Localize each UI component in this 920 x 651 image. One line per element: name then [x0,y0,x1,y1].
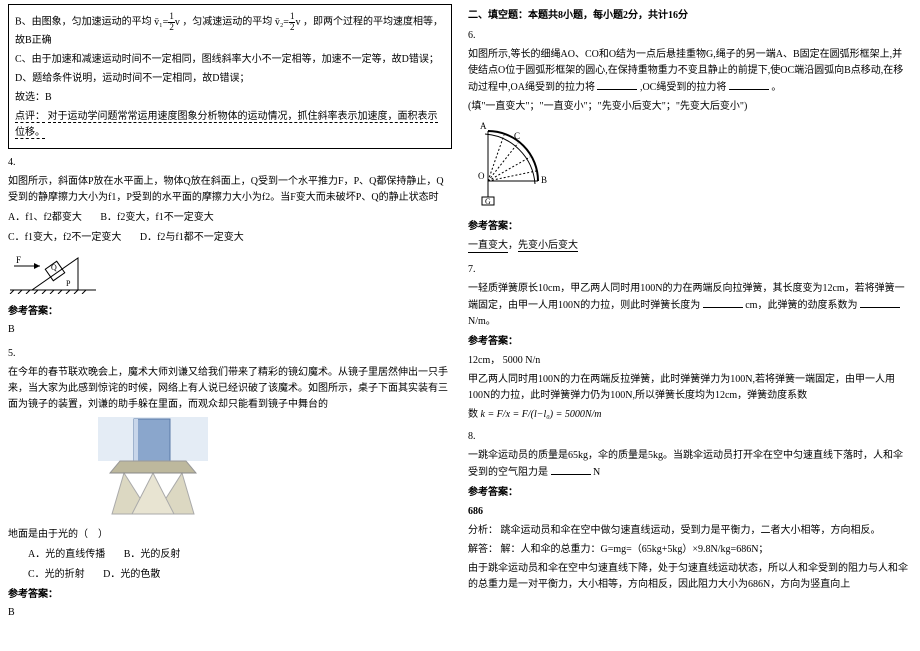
q8-exp2-text: 解：人和伞的总重力：G=mg=（65kg+5kg）×9.8N/kg=686N； [501,544,769,555]
q7-ans-label: 参考答案： [468,334,912,350]
q8-exp1: 分析： 跳伞运动员和伞在空中做匀速直线运动，受到力是平衡力，二者大小相等，方向相… [468,523,912,539]
q6-t2: ,OC绳受到的拉力将 [640,82,726,93]
q8-exp3: 由于跳伞运动员和伞在空中匀速直线下降，处于匀速直线运动状态，所以人和伞受到的阻力… [468,561,912,593]
svg-text:G: G [485,197,491,206]
q4-optC: C．f1变大，f2不一定变大 [8,230,121,246]
q7-formula: k = F/x = F/(l−l₀) = 5000N/m [481,409,602,420]
q8-exp2-label: 解答： [468,544,498,555]
q8-ans-label: 参考答案： [468,485,912,501]
q4-num: 4. [8,155,452,171]
q5-optA: A．光的直线传播 [28,547,105,563]
q8-t1: 一跳伞运动员的质量是65kg，伞的质量是5kg。当跳伞运动员打开伞在空中匀速直线… [468,450,903,478]
q5-optB: B．光的反射 [124,547,181,563]
choose-line: 故选：B [15,90,445,106]
section2-title: 二、填空题：本题共8小题，每小题2分，共计16分 [468,8,912,24]
comment-row: 点评： 对于运动学问题常常运用速度图象分析物体的运动情况，抓住斜率表示加速度，面… [15,109,445,141]
v1v: v [175,17,180,28]
q4-optA: A．f1、f2都变大 [8,210,82,226]
q5-optD: D．光的色散 [103,567,160,583]
opt-b-line: B、由图象，匀加速运动的平均 v̄₁=12v ，匀减速运动的平均 v̄₂=12v… [15,12,445,49]
q7-num: 7. [468,262,912,278]
q8-exp2: 解答： 解：人和伞的总重力：G=mg=（65kg+5kg）×9.8N/kg=68… [468,542,912,558]
b-mid: ，匀减速运动的平均 [182,17,272,28]
q7-ans: 12cm， 5000 N/n [468,353,912,369]
q7-blank1 [703,297,743,308]
q5-ans: B [8,605,452,621]
svg-text:F: F [16,255,21,265]
left-column: B、由图象，匀加速运动的平均 v̄₁=12v ，匀减速运动的平均 v̄₂=12v… [0,0,460,651]
v2eq: v̄₂= [275,17,289,28]
q8-ans: 686 [468,504,912,520]
q7-t3: N/m。 [468,316,496,327]
q8-exp1-text: 跳伞运动员和伞在空中做匀速直线运动，受到力是平衡力，二者大小相等，方向相反。 [501,525,881,536]
q8-t2: N [593,467,600,478]
q5-ans-label: 参考答案： [8,587,452,603]
q5-block: 在今年的春节联欢晚会上，魔术大师刘谦又给我们带来了精彩的镜幻魔术。从镜子里居然伸… [8,365,452,543]
svg-text:B: B [541,175,547,185]
q4-text: 如图所示，斜面体P放在水平面上，物体Q放在斜面上，Q受到一个水平推力F，P、Q都… [8,174,452,206]
q4-options-row1: A．f1、f2都变大 B．f2变大，f1不一定变大 [8,210,452,226]
q6-ans1: 一直变大 [468,240,508,253]
q6-t3: 。 [771,82,781,93]
q4-optB: B．f2变大，f1不一定变大 [100,210,213,226]
q6-ans-line: 一直变大，先变小后变大 [468,238,912,254]
q5-options-row2: C．光的折射 D．光的色散 [28,567,452,583]
q6-ans2: 先变小后变大 [518,240,578,252]
comment-text: 对于运动学问题常常运用速度图象分析物体的运动情况，抓住斜率表示加速度，面积表示位… [15,111,438,139]
formula-v1: v̄₁=12v [154,17,182,28]
opt-d-line: D、题给条件说明，运动时间不一定相同，故D错误； [15,71,445,87]
svg-text:C: C [514,131,520,141]
svg-text:P: P [66,279,71,288]
right-column: 二、填空题：本题共8小题，每小题2分，共计16分 6. 如图所示,等长的细绳AO… [460,0,920,651]
q7-t2: cm，此弹簧的劲度系数为 [745,300,857,311]
q5-optC: C．光的折射 [28,567,85,583]
v2v: v [295,17,300,28]
q8-blank [551,464,591,475]
q5-options-row1: A．光的直线传播 B．光的反射 [28,547,452,563]
svg-text:O: O [478,171,485,181]
formula-v2: v̄₂=12v [275,17,303,28]
q8-num: 8. [468,429,912,445]
q8-exp1-label: 分析： [468,525,498,536]
q7-blank2 [860,297,900,308]
q6-sep: ， [508,240,518,251]
opt-c-line: C、由于加速和减速运动时间不一定相同，图线斜率大小不一定相等，加速不一定等，故D… [15,52,445,68]
q4-options-row2: C．f1变大，f2不一定变大 D．f2与f1都不一定变大 [8,230,452,246]
q6-ans-label: 参考答案： [468,219,912,235]
q6-blank1 [597,79,637,90]
q4-ans-label: 参考答案： [8,304,452,320]
explanation-box: B、由图象，匀加速运动的平均 v̄₁=12v ，匀减速运动的平均 v̄₂=12v… [8,4,452,149]
svg-text:A: A [480,121,487,131]
q6-blank2 [729,79,769,90]
q5-num: 5. [8,346,452,362]
q7-exp1: 甲乙两人同时用100N的力在两端反拉弹簧，此时弹簧弹力为100N,若将弹簧一端固… [468,372,912,404]
q5-text1: 在今年的春节联欢晚会上，魔术大师刘谦又给我们带来了精彩的镜幻魔术。从镜子里居然伸… [8,365,452,413]
q6-figure: A C B O G [476,119,912,215]
q8-text: 一跳伞运动员的质量是65kg，伞的质量是5kg。当跳伞运动员打开伞在空中匀速直线… [468,448,912,481]
v1eq: v̄₁= [154,17,168,28]
q6-hint: (填"一直变大"；"一直变小"；"先变小后变大"；"先变大后变小") [468,99,912,115]
q6-num: 6. [468,28,912,44]
q7-text: 一轻质弹簧原长10cm，甲乙两人同时用100N的力在两端反向拉弹簧，其长度变为1… [468,281,912,330]
q4-figure: F Q P [8,250,452,300]
q7-exp2: 数 [468,409,478,420]
comment-label: 点评： [15,111,45,123]
q5-text2: 地面是由于光的（ ） [8,527,452,543]
b-pre: B、由图象，匀加速运动的平均 [15,17,152,28]
svg-text:Q: Q [51,263,57,272]
q4-optD: D．f2与f1都不一定变大 [140,230,244,246]
q6-text: 如图所示,等长的细绳AO、CO和O结为一点后悬挂重物G,绳子的另一端A、B固定在… [468,47,912,96]
q4-ans: B [8,322,452,338]
q5-figure [98,417,452,523]
q7-formula-row: 数 k = F/x = F/(l−l₀) = 5000N/m [468,407,912,423]
